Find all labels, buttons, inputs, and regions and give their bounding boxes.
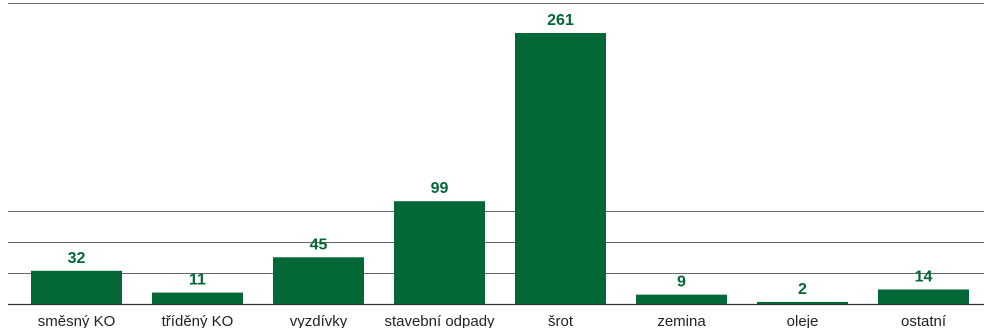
bar	[152, 292, 243, 304]
bar	[757, 301, 848, 304]
bar	[394, 201, 485, 304]
value-label: 14	[915, 268, 933, 285]
bar	[515, 33, 606, 305]
category-label: šrot	[548, 313, 574, 328]
category-label: zemina	[657, 313, 706, 328]
value-label: 99	[431, 180, 449, 197]
bar	[878, 289, 969, 304]
category-label: tříděný KO	[162, 313, 234, 328]
value-label: 9	[677, 274, 686, 291]
category-label: směsný KO	[38, 313, 116, 328]
category-label: ostatní	[901, 313, 947, 328]
bar	[273, 257, 364, 304]
category-label: vyzdívky	[290, 313, 348, 328]
value-label: 2	[798, 281, 807, 298]
category-label: stavební odpady	[384, 313, 495, 328]
value-label: 261	[547, 12, 574, 29]
bar	[31, 270, 122, 304]
value-label: 32	[68, 250, 86, 267]
value-label: 11	[189, 272, 206, 289]
value-label: 45	[310, 236, 328, 253]
bar	[636, 294, 727, 304]
category-label: oleje	[787, 313, 819, 328]
